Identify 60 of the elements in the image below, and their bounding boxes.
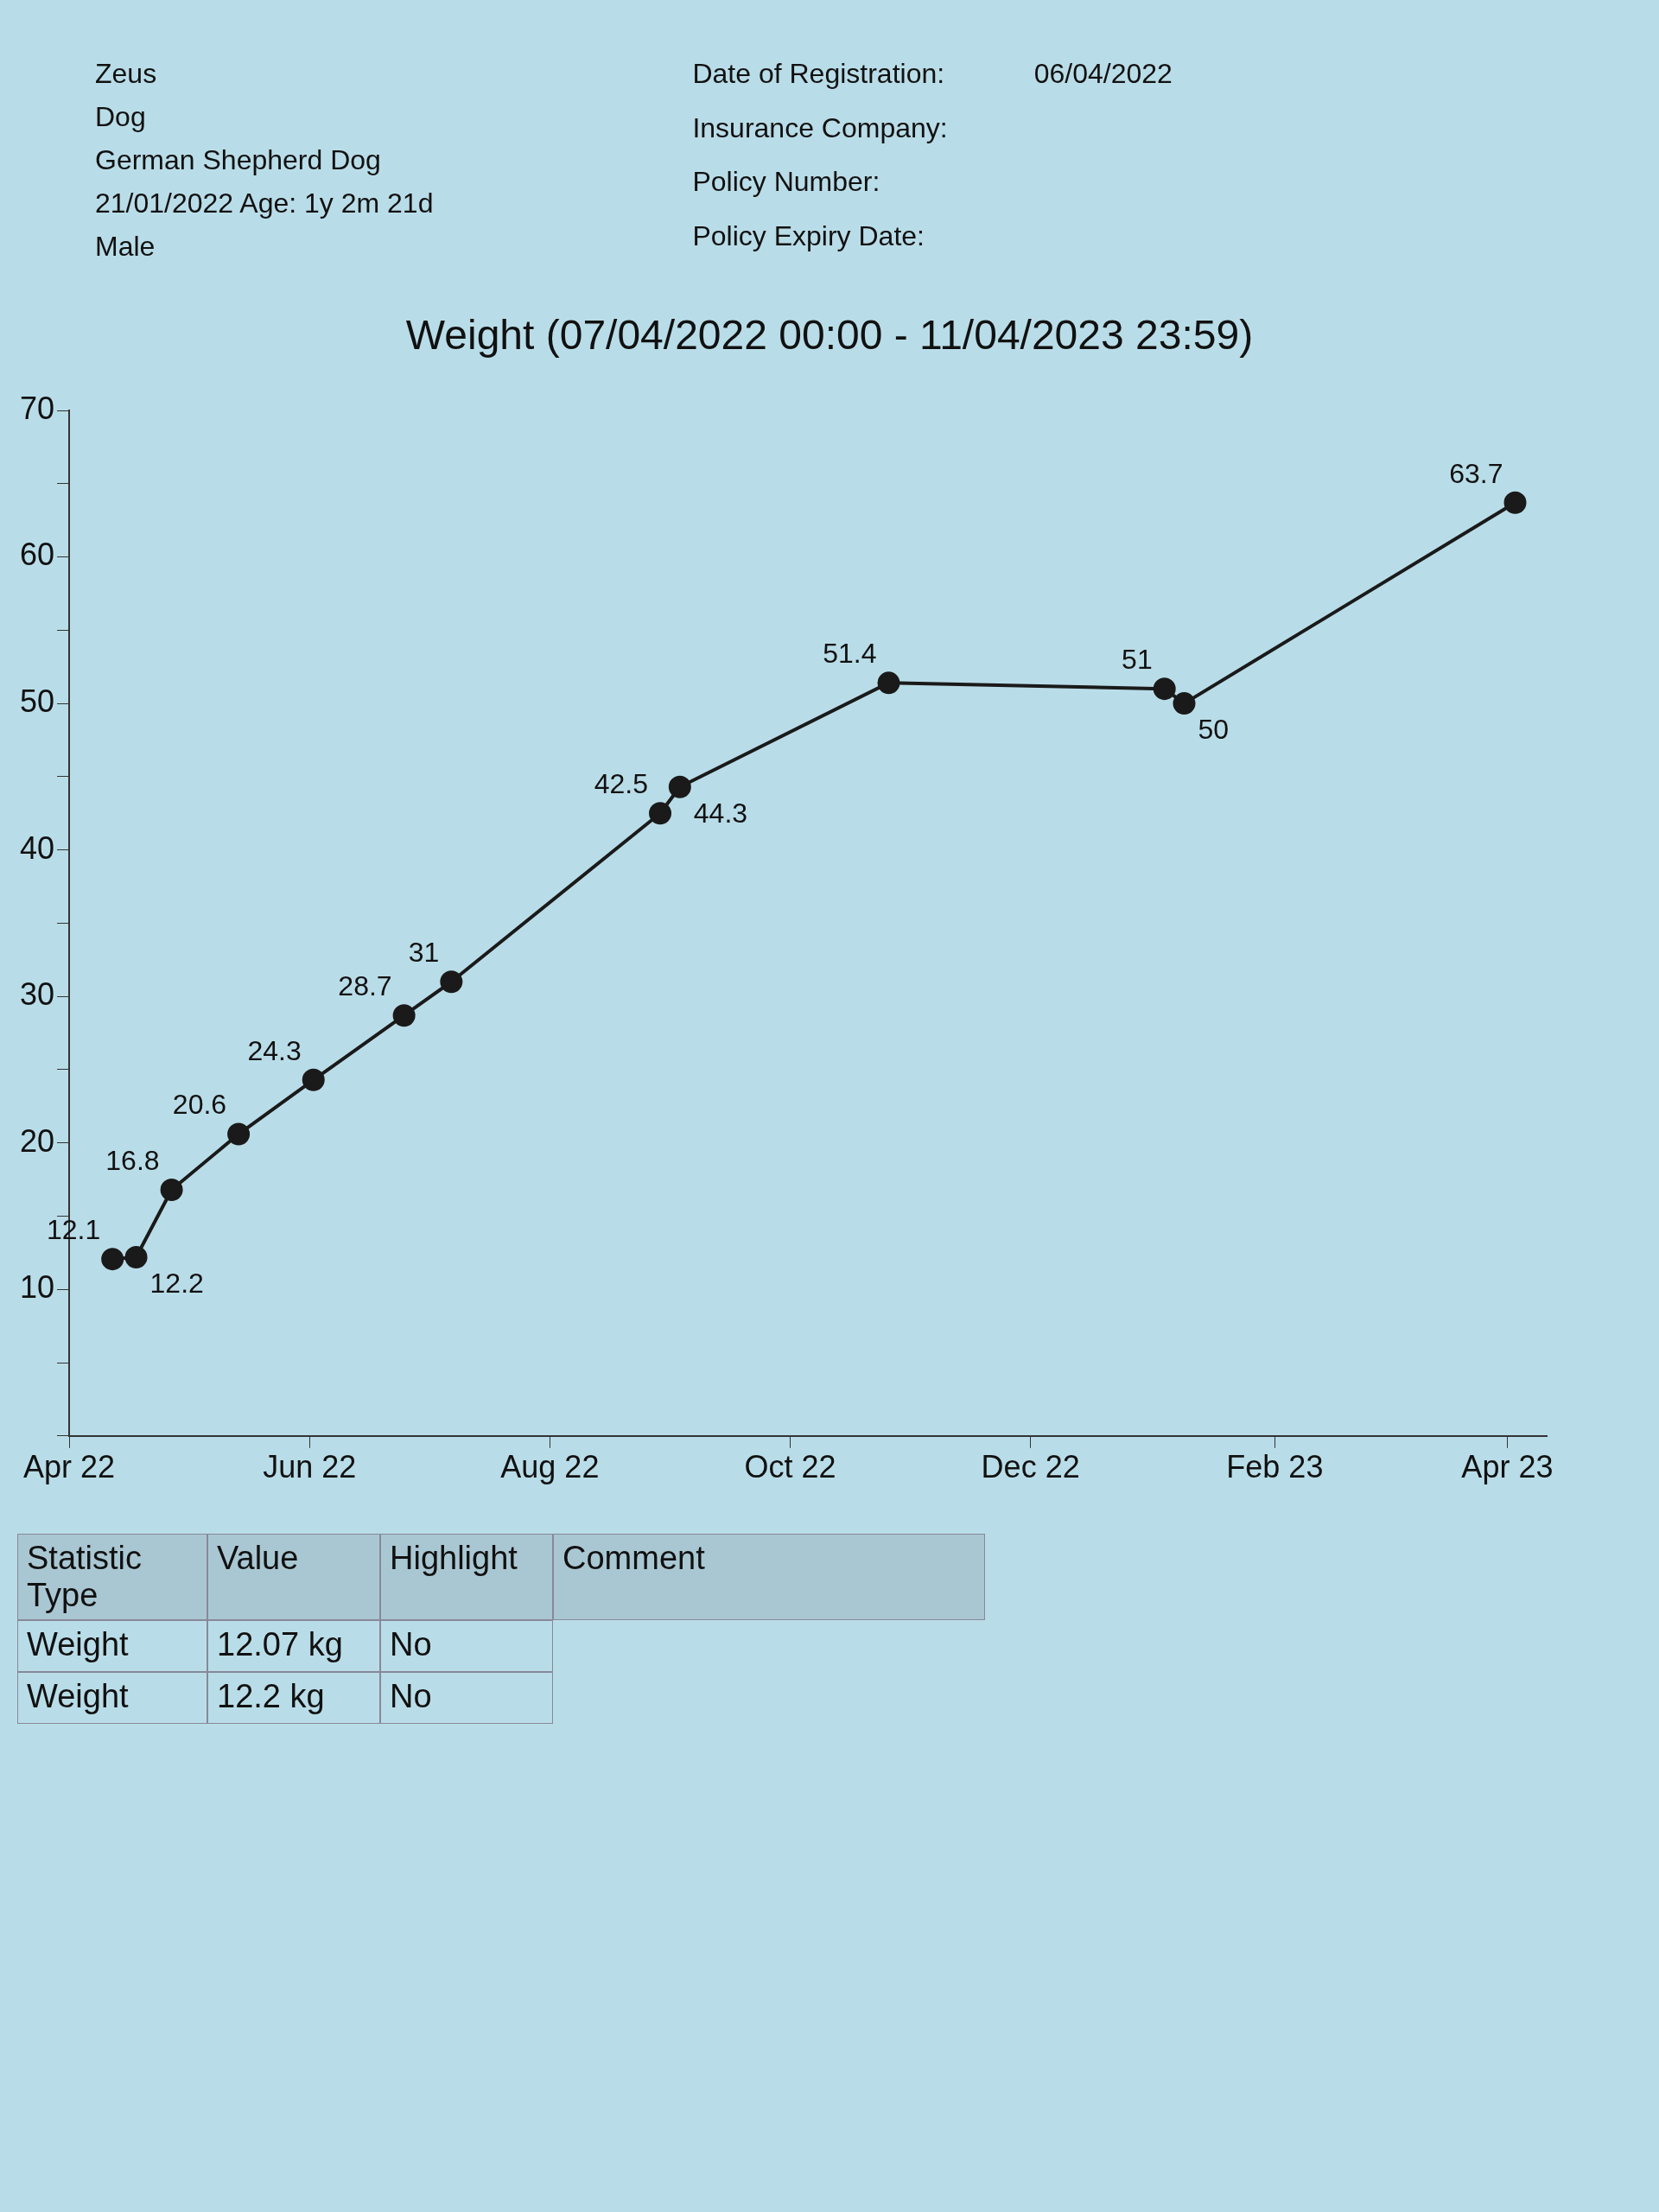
data-label: 16.8	[105, 1144, 160, 1176]
x-tick-label: Apr 22	[23, 1449, 116, 1485]
text: Comment	[553, 1534, 985, 1620]
point	[227, 1122, 251, 1146]
data-label: 50	[1198, 713, 1230, 745]
x-tick-label: Apr 23	[1461, 1449, 1554, 1485]
text: Highlight	[380, 1534, 553, 1620]
y-tick-label: 70	[20, 390, 55, 426]
text: Zeus	[95, 57, 158, 91]
point	[392, 1004, 416, 1027]
text: German Shepherd Dog	[95, 143, 382, 177]
point	[440, 970, 463, 994]
text: Insurance Company:	[692, 111, 948, 145]
text: Weight	[17, 1672, 207, 1724]
data-label: 20.6	[172, 1089, 227, 1121]
y-tick-label: 30	[20, 976, 55, 1013]
point	[124, 1245, 148, 1268]
point	[1173, 692, 1196, 715]
x-tick-label: Aug 22	[500, 1449, 600, 1485]
y-tick-label: 60	[20, 537, 55, 573]
point	[101, 1248, 124, 1271]
y-tick-label: 10	[20, 1269, 55, 1306]
text: 06/04/2022	[1033, 57, 1173, 91]
y-tick-label: 50	[20, 683, 55, 720]
text: 12.2 kg	[207, 1672, 380, 1724]
text: Policy Expiry Date:	[692, 219, 925, 253]
point	[877, 671, 900, 695]
data-label: 51.4	[823, 638, 877, 670]
text: Dog	[95, 100, 147, 134]
data-label: 28.7	[338, 970, 392, 1002]
text: Value	[207, 1534, 380, 1620]
data-label: 44.3	[693, 797, 748, 829]
text: No	[380, 1672, 553, 1724]
data-label: 63.7	[1449, 457, 1503, 489]
text: Statistic Type	[17, 1534, 207, 1620]
text: 12.07 kg	[207, 1620, 380, 1672]
text: No	[380, 1620, 553, 1672]
point	[160, 1178, 183, 1201]
point	[668, 775, 691, 798]
data-label: 24.3	[247, 1034, 302, 1066]
point	[302, 1068, 325, 1091]
chart-title: Weight (07/04/2022 00:00 - 11/04/2023 23:59)	[404, 311, 1255, 359]
data-label: 42.5	[594, 768, 649, 800]
point	[1153, 677, 1176, 701]
text: Date of Registration:	[692, 57, 946, 91]
text: 21/01/2022 Age: 1y 2m 21d	[95, 187, 434, 220]
point	[1503, 491, 1527, 514]
text: Weight	[17, 1620, 207, 1672]
data-label: 51	[1122, 643, 1153, 675]
x-tick-label: Dec 22	[981, 1449, 1080, 1485]
x-tick-label: Feb 23	[1226, 1449, 1324, 1485]
y-tick-label: 20	[20, 1122, 55, 1159]
data-label: 31	[408, 937, 440, 969]
text: Policy Number:	[692, 165, 881, 199]
point	[649, 802, 672, 825]
text: Male	[95, 230, 156, 264]
data-label: 12.2	[149, 1267, 204, 1299]
x-tick-label: Oct 22	[744, 1449, 836, 1485]
y-tick-label: 40	[20, 830, 55, 866]
x-tick-label: Jun 22	[263, 1449, 357, 1485]
